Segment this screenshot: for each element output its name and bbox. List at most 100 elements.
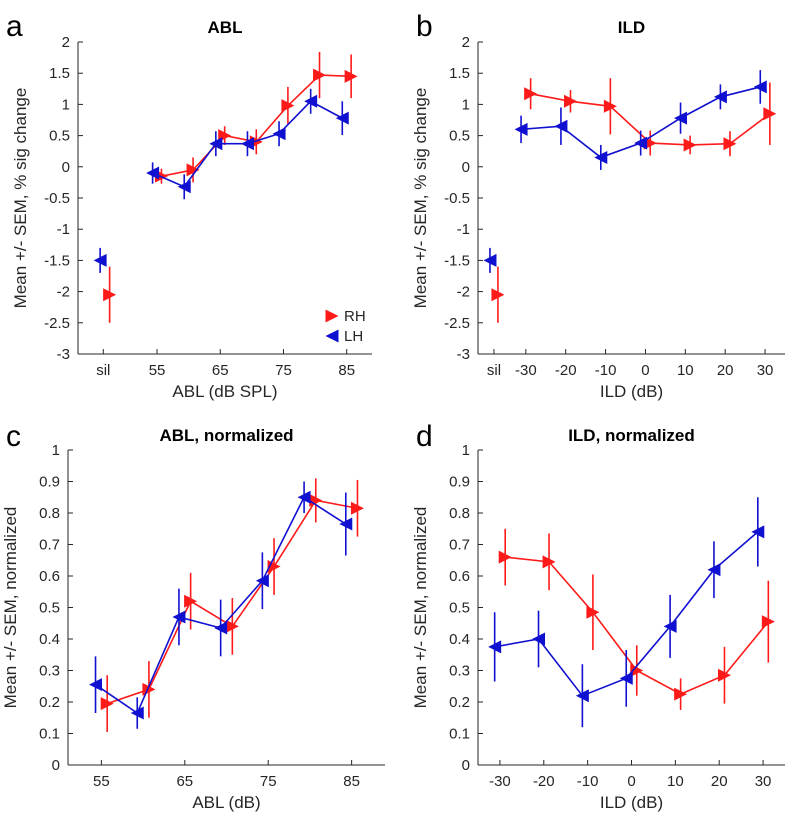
data-point: [304, 94, 318, 108]
y-tick-label: -0.5: [444, 190, 470, 207]
y-tick-label: 2: [62, 34, 70, 51]
data-point: [761, 615, 775, 629]
data-point: [130, 706, 144, 720]
x-axis-label: ABL (dB): [192, 793, 260, 812]
y-tick-label: -2: [57, 284, 70, 301]
panel-c: 0 0.1 0.2 0.3 0.4 0.5 0.6 0.7 0.8 0.9 1 55 65 75 85 ABL…: [1, 420, 385, 812]
data-point: [603, 99, 617, 113]
data-point: [713, 90, 727, 104]
y-tick-label: 1: [62, 96, 70, 113]
x-tick-label: 75: [260, 773, 277, 790]
x-tick-label: -20: [533, 773, 555, 790]
y-tick-label: 1: [462, 96, 470, 113]
y-tick-label: -1.5: [444, 252, 470, 269]
legend-label-lh: LH: [344, 328, 363, 345]
y-tick-label: 0.1: [449, 726, 470, 743]
x-tick-label: 65: [212, 362, 229, 379]
data-point: [89, 678, 103, 692]
y-tick-label: 0: [462, 757, 470, 774]
legend-label-rh: RH: [344, 308, 366, 325]
y-tick-label: -3: [457, 346, 470, 363]
y-tick-label: 1: [462, 442, 470, 459]
y-tick-label: 0: [462, 159, 470, 176]
legend: RH LH: [325, 308, 366, 345]
data-point: [753, 80, 767, 94]
series-lh: [89, 481, 353, 729]
data-point: [683, 138, 697, 152]
panel-title: ABL: [208, 18, 243, 37]
y-tick-label: -2: [457, 284, 470, 301]
data-point: [751, 525, 765, 539]
silence-point: [483, 253, 497, 267]
panel-letter: c: [6, 420, 21, 453]
data-point: [674, 687, 688, 701]
x-tick-label: sil: [96, 362, 110, 379]
y-tick-label: 0.8: [39, 505, 60, 522]
silence-point: [103, 288, 117, 302]
data-point: [514, 122, 528, 136]
data-point: [186, 163, 200, 177]
x-tick-label: 30: [755, 773, 772, 790]
data-point: [339, 517, 353, 531]
data-point: [542, 555, 556, 569]
data-point: [594, 150, 608, 164]
data-point: [498, 550, 512, 564]
data-point: [146, 166, 160, 180]
series-rh: [100, 478, 364, 732]
x-tick-label: 0: [627, 773, 635, 790]
y-tick-label: -1: [57, 221, 70, 238]
data-point: [225, 619, 239, 633]
y-tick-label: -2.5: [444, 315, 470, 332]
data-point: [350, 501, 364, 515]
series-rh: [491, 78, 777, 323]
data-point: [723, 137, 737, 151]
series-lh: [488, 497, 765, 728]
y-tick-label: 0.8: [449, 505, 470, 522]
legend-marker-lh: [325, 329, 339, 343]
data-point: [554, 119, 568, 133]
y-tick-label: 0: [62, 159, 70, 176]
y-axis-label: Mean +/- SEM, % sig change: [11, 88, 30, 309]
y-tick-label: 0.2: [449, 694, 470, 711]
panel-title: ABL, normalized: [159, 426, 293, 445]
y-axis-label: Mean +/- SEM, normalized: [1, 507, 20, 709]
data-point: [630, 664, 644, 677]
y-axis-label: Mean +/- SEM, % sig change: [411, 88, 430, 309]
series-rh: [103, 51, 358, 323]
data-point: [707, 563, 721, 577]
x-tick-label: 10: [677, 362, 694, 379]
x-tick-label: 75: [275, 362, 292, 379]
data-point: [240, 137, 254, 151]
data-point: [563, 94, 577, 108]
x-tick-label: sil: [487, 362, 501, 379]
data-point: [177, 180, 191, 194]
x-tick-label: 30: [757, 362, 774, 379]
y-tick-label: -1: [457, 221, 470, 238]
y-tick-label: 2: [462, 34, 470, 51]
panel-b: -3 -2.5 -2 -1.5 -1 -0.5 0 0.5 1 1.5 2 sil -30 -20 -10 0…: [411, 10, 785, 401]
y-tick-label: 0.7: [449, 537, 470, 554]
y-tick-label: 0.5: [449, 128, 470, 145]
y-tick-label: 0: [52, 757, 60, 774]
x-tick-label: 85: [338, 362, 355, 379]
data-point: [763, 107, 777, 121]
y-tick-label: 1: [52, 442, 60, 459]
y-axis-label: Mean +/- SEM, normalized: [411, 507, 430, 709]
y-tick-label: 0.5: [449, 600, 470, 617]
panel-d: 0 0.1 0.2 0.3 0.4 0.5 0.6 0.7 0.8 0.9 1 -30 -20 -10 0 1…: [411, 420, 785, 812]
y-tick-label: 0.9: [39, 474, 60, 491]
data-point: [532, 632, 546, 646]
data-point: [313, 68, 327, 82]
series-lh: [483, 70, 767, 273]
data-point: [663, 619, 677, 633]
y-tick-label: 0.6: [39, 568, 60, 585]
data-point: [309, 493, 323, 507]
y-tick-label: -0.5: [44, 190, 70, 207]
panel-a: -3 -2.5 -2 -1.5 -1 -0.5 0 0.5 1 1.5 2 sil 55 65 75 85 AB…: [6, 10, 372, 401]
x-tick-label: 20: [711, 773, 728, 790]
x-tick-label: 0: [641, 362, 649, 379]
data-point: [281, 99, 295, 113]
y-tick-label: -2.5: [44, 315, 70, 332]
x-tick-label: 85: [343, 773, 360, 790]
